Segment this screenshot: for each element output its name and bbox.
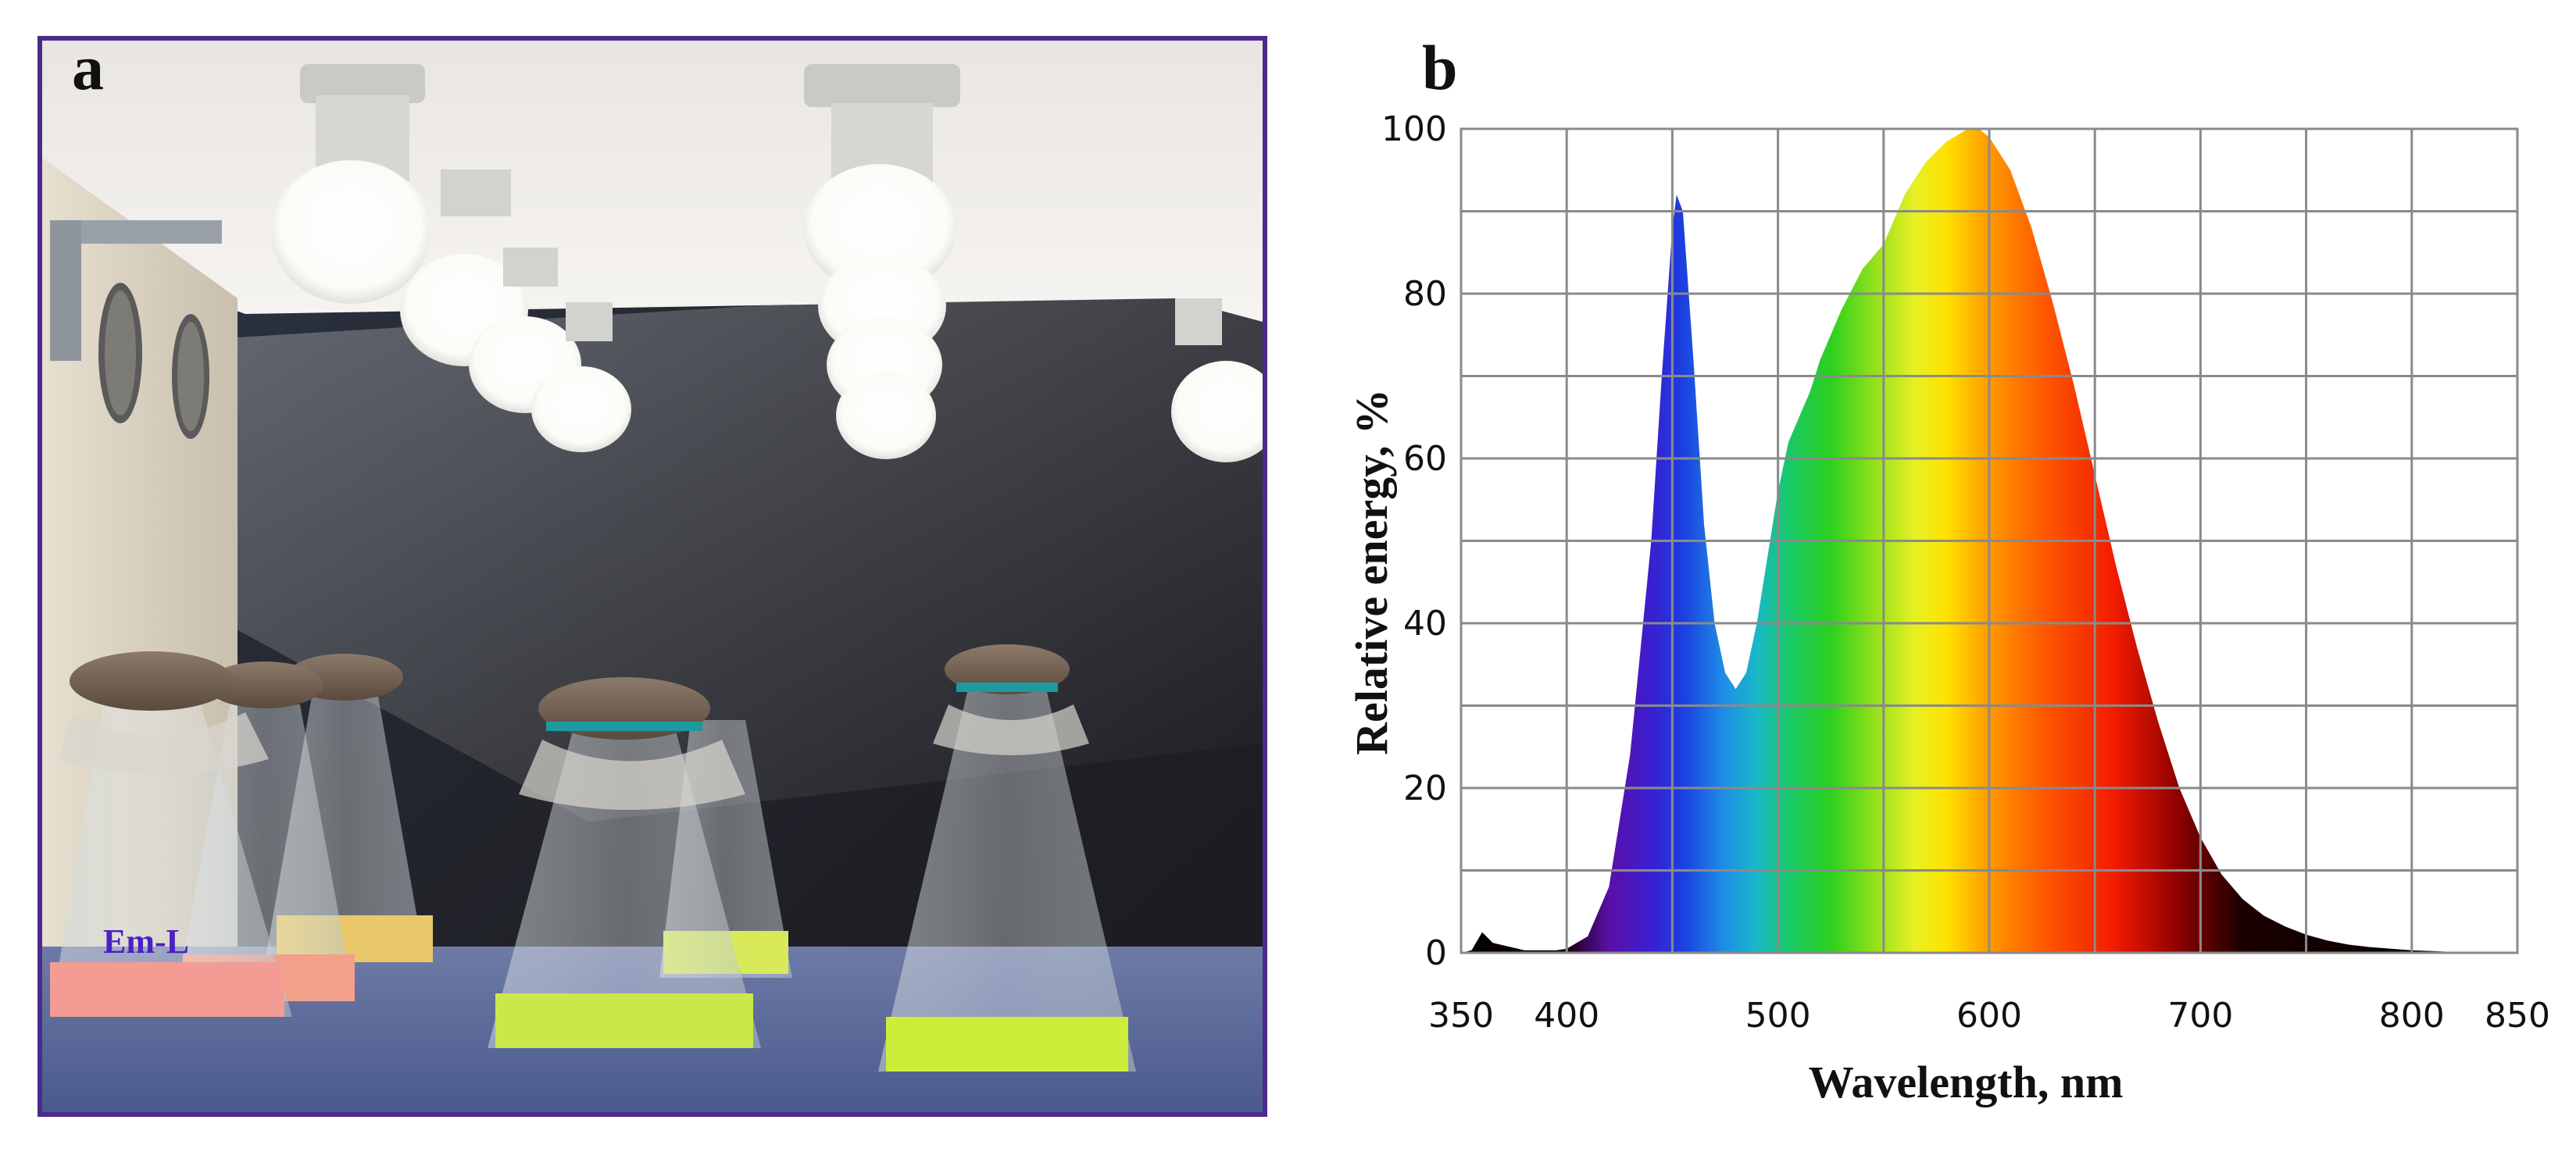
x-axis-title: Wavelength, nm xyxy=(1809,1057,2124,1107)
x-tick-label: 400 xyxy=(1534,996,1599,1036)
x-tick-label: 600 xyxy=(1956,996,2022,1036)
y-tick-label: 0 xyxy=(1425,933,1447,973)
y-tick-label: 100 xyxy=(1381,109,1447,149)
flask-group-left xyxy=(50,651,433,1017)
led-bulb-row-right xyxy=(803,64,1263,462)
panel-letter-a: a xyxy=(72,32,104,103)
panel-letter-b: b xyxy=(1422,32,1458,103)
y-tick-label: 20 xyxy=(1403,769,1447,808)
spectrum-chart-panel: 350 400 500 600 700 800 850 0 20 40 60 80 100 Wavele… xyxy=(1297,0,2576,1159)
x-tick-label: 800 xyxy=(2379,996,2445,1036)
flask-label: Em-L xyxy=(103,922,189,961)
y-tick-label: 60 xyxy=(1403,439,1447,479)
x-tick-label: 500 xyxy=(1745,996,1811,1036)
y-axis-title: Relative energy, % xyxy=(1346,389,1397,755)
x-tick-label: 850 xyxy=(2485,996,2550,1036)
growth-chamber-photo xyxy=(42,41,1263,1112)
spectrum-chart: 350 400 500 600 700 800 850 0 20 40 60 80 100 Wavele… xyxy=(1346,109,2550,1107)
y-tick-label: 80 xyxy=(1403,274,1447,314)
y-tick-label: 40 xyxy=(1403,604,1447,644)
x-tick-label: 350 xyxy=(1428,996,1494,1036)
tick-layer: 350 400 500 600 700 800 850 0 20 40 60 80 100 xyxy=(1381,109,2550,1036)
x-tick-label: 700 xyxy=(2167,996,2233,1036)
photo-panel xyxy=(38,36,1267,1117)
flask-group-right xyxy=(878,644,1136,1072)
grid-layer xyxy=(1459,127,2519,954)
flask-group-middle xyxy=(488,677,792,1048)
led-bulb-row-left xyxy=(271,64,631,452)
